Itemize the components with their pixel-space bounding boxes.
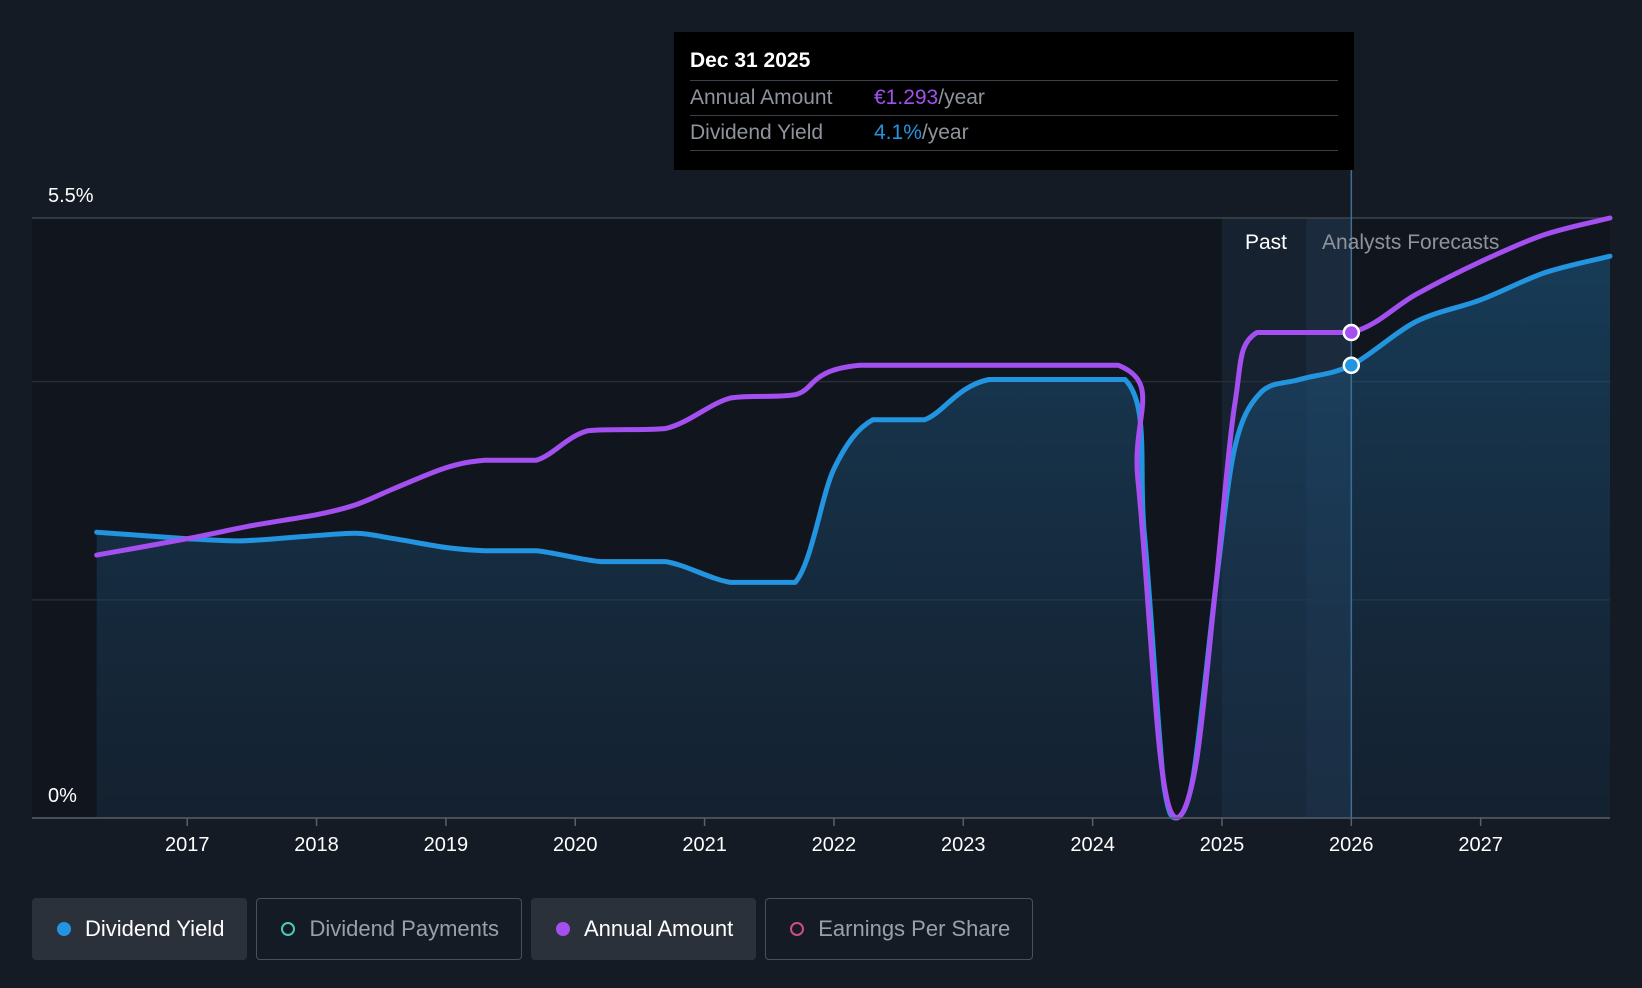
dividend-yield-area <box>96 256 1611 818</box>
dividend-yield-dot-icon <box>57 922 71 936</box>
tooltip-value: €1.293 <box>874 86 939 109</box>
legend-label: Dividend Yield <box>85 916 225 941</box>
x-tick-label: 2022 <box>812 834 857 856</box>
tooltip-unit: /year <box>938 86 985 109</box>
legend-label: Annual Amount <box>583 916 734 941</box>
x-tick-label: 2018 <box>294 834 339 856</box>
tooltip-label: Dividend Yield <box>690 121 824 144</box>
x-tick-label: 2023 <box>941 834 986 856</box>
x-tick-label: 2021 <box>682 834 727 856</box>
highlight-marker <box>1342 323 1361 342</box>
chart-legend: Dividend Yield Dividend Payments Annual … <box>32 898 1034 962</box>
past-label: Past <box>1245 231 1287 254</box>
dividend-yield-line <box>94 253 1613 821</box>
tooltip-date: Dec 31 2025 <box>690 46 1338 81</box>
x-tick-label: 2020 <box>553 834 598 856</box>
tooltip-value: 4.1% <box>874 121 922 144</box>
tooltip-unit: /year <box>921 121 969 144</box>
legend-earnings-per-share[interactable]: Earnings Per Share <box>765 898 1034 960</box>
x-tick-label: 2024 <box>1070 834 1115 856</box>
annual-amount-line <box>94 215 1613 821</box>
legend-label: Dividend Payments <box>309 916 499 941</box>
x-axis-ticks: 2017 2018 2019 2020 2021 2022 2023 2024 2025 2026… <box>165 818 1503 856</box>
legend-annual-amount[interactable]: Annual Amount <box>530 898 757 960</box>
highlight-markers <box>1342 323 1361 375</box>
y-tick-label: 0% <box>48 785 77 807</box>
tooltip-label: Annual Amount <box>690 86 833 109</box>
earnings-per-share-ring-icon <box>790 922 805 936</box>
legend-dividend-payments[interactable]: Dividend Payments <box>256 898 522 960</box>
y-tick-label: 5.5% <box>48 185 94 207</box>
x-tick-label: 2027 <box>1458 834 1503 856</box>
annual-amount-dot-icon <box>555 922 570 936</box>
tooltip-row-dividend-yield: Dividend Yield 4.1% /year <box>690 116 1338 151</box>
legend-dividend-yield[interactable]: Dividend Yield <box>32 898 248 960</box>
x-tick-label: 2025 <box>1200 834 1245 856</box>
x-tick-label: 2019 <box>424 834 469 856</box>
x-tick-label: 2017 <box>165 834 210 856</box>
y-axis-labels: 0% 5.5% <box>48 185 94 807</box>
dividend-payments-ring-icon <box>281 922 296 936</box>
tooltip: Dec 31 2025 Annual Amount €1.293 /year D… <box>674 32 1354 170</box>
tooltip-row-annual-amount: Annual Amount €1.293 /year <box>690 81 1338 116</box>
forecast-label: Analysts Forecasts <box>1322 231 1499 254</box>
x-tick-label: 2026 <box>1329 834 1374 856</box>
highlight-marker <box>1342 356 1361 375</box>
legend-label: Earnings Per Share <box>818 916 1011 941</box>
